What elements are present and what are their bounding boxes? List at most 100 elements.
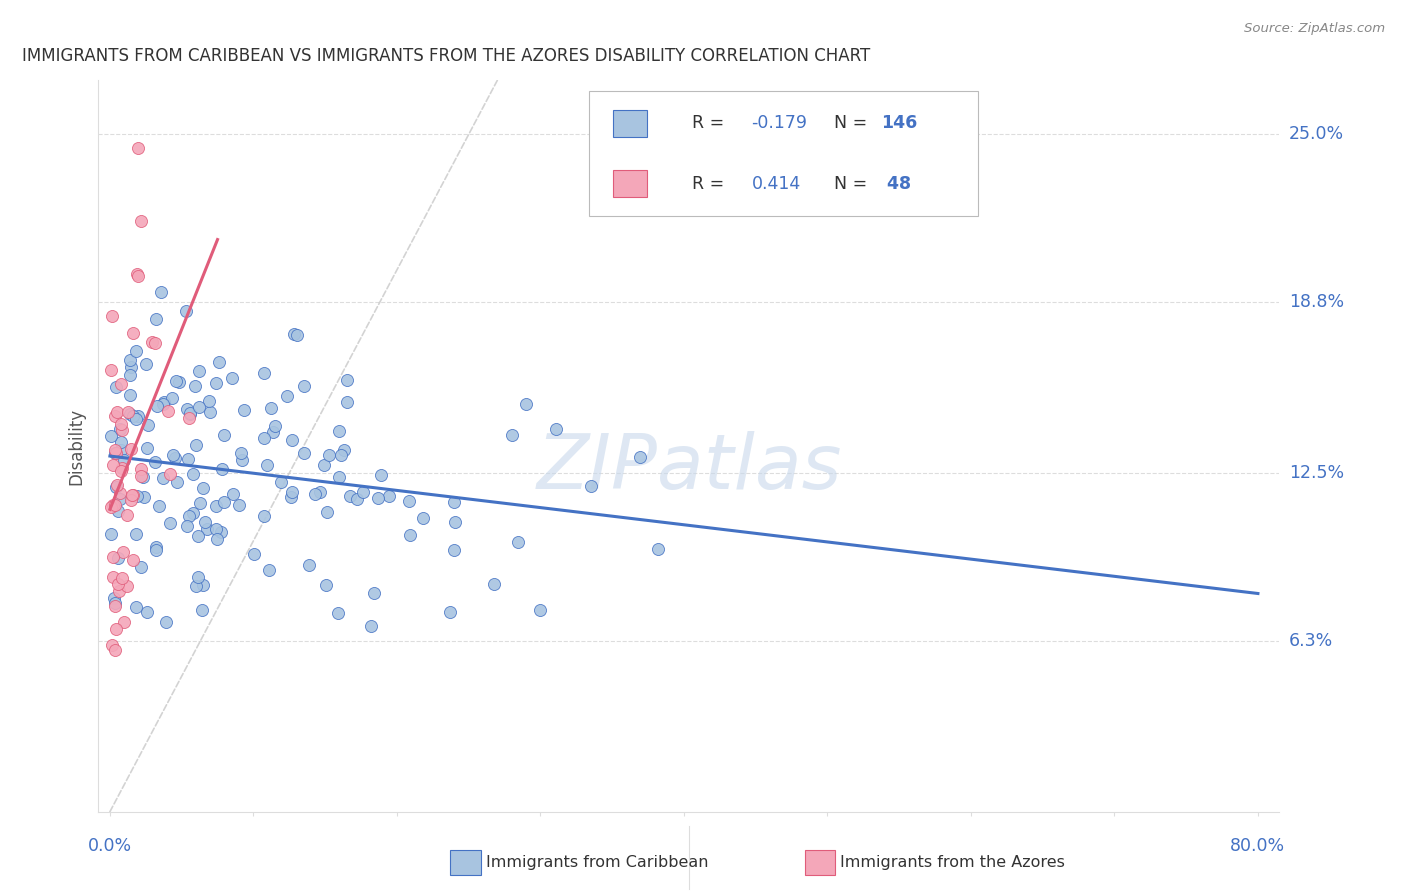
Point <box>103 550 125 565</box>
Point <box>141 334 163 349</box>
Point <box>145 541 167 555</box>
Point <box>177 509 200 524</box>
Point <box>190 603 212 617</box>
Point <box>101 458 124 472</box>
Point <box>506 535 529 549</box>
Point <box>176 402 198 417</box>
Point <box>107 504 129 518</box>
Point <box>112 452 135 467</box>
Point <box>145 335 167 350</box>
Point <box>120 493 142 508</box>
Point <box>330 448 353 462</box>
Point <box>318 448 340 462</box>
Point <box>253 508 276 523</box>
Point <box>179 406 201 420</box>
Point <box>155 615 177 629</box>
Point <box>205 500 228 514</box>
Point <box>131 462 153 476</box>
Point <box>281 434 304 448</box>
Point <box>276 389 298 403</box>
Point <box>125 526 148 541</box>
Point <box>233 402 256 417</box>
Point <box>125 268 148 282</box>
Point <box>292 378 315 392</box>
Point <box>579 478 602 492</box>
Point <box>378 489 401 503</box>
Point <box>120 407 142 421</box>
Text: 6.3%: 6.3% <box>1289 632 1333 650</box>
Point <box>191 481 214 495</box>
Point <box>501 428 523 442</box>
Point <box>179 407 201 421</box>
Point <box>190 496 212 510</box>
Text: N =: N = <box>834 114 873 132</box>
Point <box>546 422 568 436</box>
Point <box>104 442 127 457</box>
Point <box>360 619 382 633</box>
Point <box>104 446 127 460</box>
Point <box>443 515 465 529</box>
Text: 48: 48 <box>882 175 911 193</box>
Point <box>198 393 221 408</box>
Text: Immigrants from Caribbean: Immigrants from Caribbean <box>486 855 709 871</box>
Point <box>121 488 143 502</box>
Point <box>352 485 374 500</box>
Point <box>108 422 131 436</box>
Text: 25.0%: 25.0% <box>1289 126 1344 144</box>
Point <box>205 376 228 390</box>
Point <box>167 375 190 389</box>
Point <box>328 470 350 484</box>
Point <box>439 605 461 619</box>
Point <box>135 357 157 371</box>
Point <box>628 450 651 464</box>
Text: 0.414: 0.414 <box>752 175 801 193</box>
Text: Source: ZipAtlas.com: Source: ZipAtlas.com <box>1244 22 1385 36</box>
Point <box>127 141 149 155</box>
Point <box>312 458 335 473</box>
Point <box>138 417 160 432</box>
Point <box>304 487 326 501</box>
Point <box>482 577 505 591</box>
Point <box>112 545 135 559</box>
Point <box>125 599 148 614</box>
Point <box>283 326 305 341</box>
Point <box>336 394 359 409</box>
Point <box>398 494 420 508</box>
Point <box>367 491 389 506</box>
Y-axis label: Disability: Disability <box>67 408 86 484</box>
Point <box>281 484 304 499</box>
Point <box>188 400 211 414</box>
Point <box>100 363 122 377</box>
FancyBboxPatch shape <box>804 850 835 875</box>
Point <box>143 455 166 469</box>
Point <box>363 586 385 600</box>
Point <box>228 498 250 512</box>
Point <box>443 542 465 557</box>
Text: ZIPatlas: ZIPatlas <box>536 431 842 505</box>
Point <box>529 603 551 617</box>
Point <box>110 417 132 431</box>
Point <box>125 344 148 359</box>
Point <box>221 486 243 500</box>
Point <box>104 643 127 657</box>
Point <box>270 475 292 490</box>
Point <box>110 464 132 478</box>
Point <box>159 516 181 530</box>
Point <box>399 527 422 541</box>
Point <box>110 434 132 449</box>
Point <box>208 355 231 369</box>
Point <box>328 607 350 621</box>
Point <box>253 431 276 445</box>
Point <box>104 596 127 610</box>
Point <box>176 518 198 533</box>
Point <box>103 599 125 614</box>
Point <box>515 397 537 411</box>
Point <box>132 469 155 483</box>
Point <box>107 405 129 419</box>
Point <box>110 377 132 392</box>
Text: 146: 146 <box>882 114 918 132</box>
Point <box>134 490 156 504</box>
Point <box>209 524 232 539</box>
Point <box>243 547 266 561</box>
Point <box>120 442 142 456</box>
